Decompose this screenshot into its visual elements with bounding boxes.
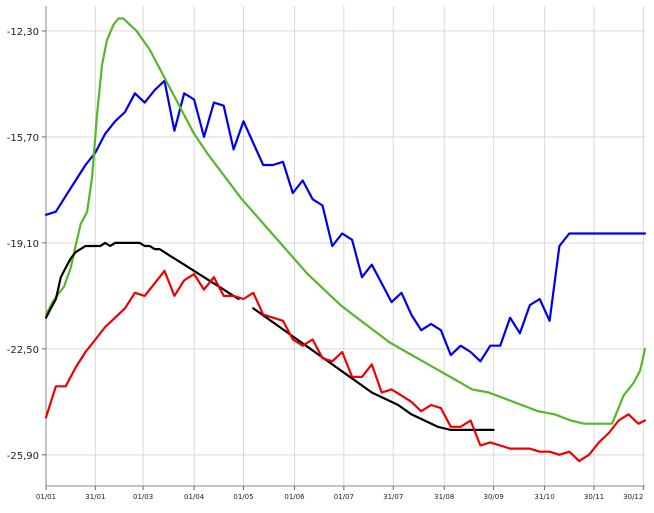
x-tick-label: 31/08	[434, 493, 454, 501]
series-layer	[44, 17, 647, 463]
x-tick-label: 30/12	[623, 493, 643, 501]
y-tick-label: -12,30	[7, 27, 39, 38]
series-line-3-segment-2	[252, 307, 495, 431]
x-tick-labels: 01/01 31/01 01/03 01/04 01/05 01/06 01/07 31/07…	[36, 493, 643, 501]
y-tick-label: -25,90	[7, 451, 39, 462]
x-tick-label: 01/05	[233, 493, 253, 501]
y-tick-label: -15,70	[7, 133, 39, 144]
x-tick-label: 01/01	[36, 493, 56, 501]
x-tick-label: 30/09	[484, 493, 504, 501]
series-line-3-segment-1	[44, 241, 240, 319]
series-line-1	[44, 79, 647, 363]
y-tick-label: -22,50	[7, 345, 39, 356]
x-tick-label: 30/11	[584, 493, 604, 501]
x-tick-label: 01/07	[334, 493, 354, 501]
series-line-2	[44, 17, 647, 425]
x-tick-label: 01/06	[284, 493, 305, 501]
series-line-4	[44, 269, 647, 463]
x-tick-label: 01/03	[133, 493, 153, 501]
x-tick-label: 31/07	[383, 493, 403, 501]
axes	[42, 6, 645, 490]
y-tick-labels: -12,30 -15,70 -19,10 -22,50 -25,90	[7, 27, 39, 462]
x-tick-label: 01/04	[184, 493, 205, 501]
x-tick-label: 31/10	[535, 493, 555, 501]
grid	[45, 6, 645, 486]
x-tick-label: 31/01	[85, 493, 105, 501]
y-tick-label: -19,10	[7, 239, 39, 250]
